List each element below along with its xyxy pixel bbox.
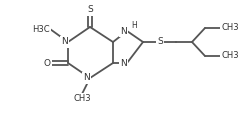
Text: CH3: CH3 xyxy=(221,51,239,60)
Text: N: N xyxy=(83,73,90,82)
Text: O: O xyxy=(43,58,50,68)
Text: N: N xyxy=(120,26,127,36)
Text: CH3: CH3 xyxy=(73,94,91,103)
Text: CH3: CH3 xyxy=(221,23,239,33)
Text: S: S xyxy=(157,38,163,46)
Text: N: N xyxy=(120,58,127,68)
Text: H3C: H3C xyxy=(32,24,50,33)
Text: N: N xyxy=(61,38,68,46)
Text: H: H xyxy=(131,21,137,31)
Text: S: S xyxy=(87,6,93,14)
